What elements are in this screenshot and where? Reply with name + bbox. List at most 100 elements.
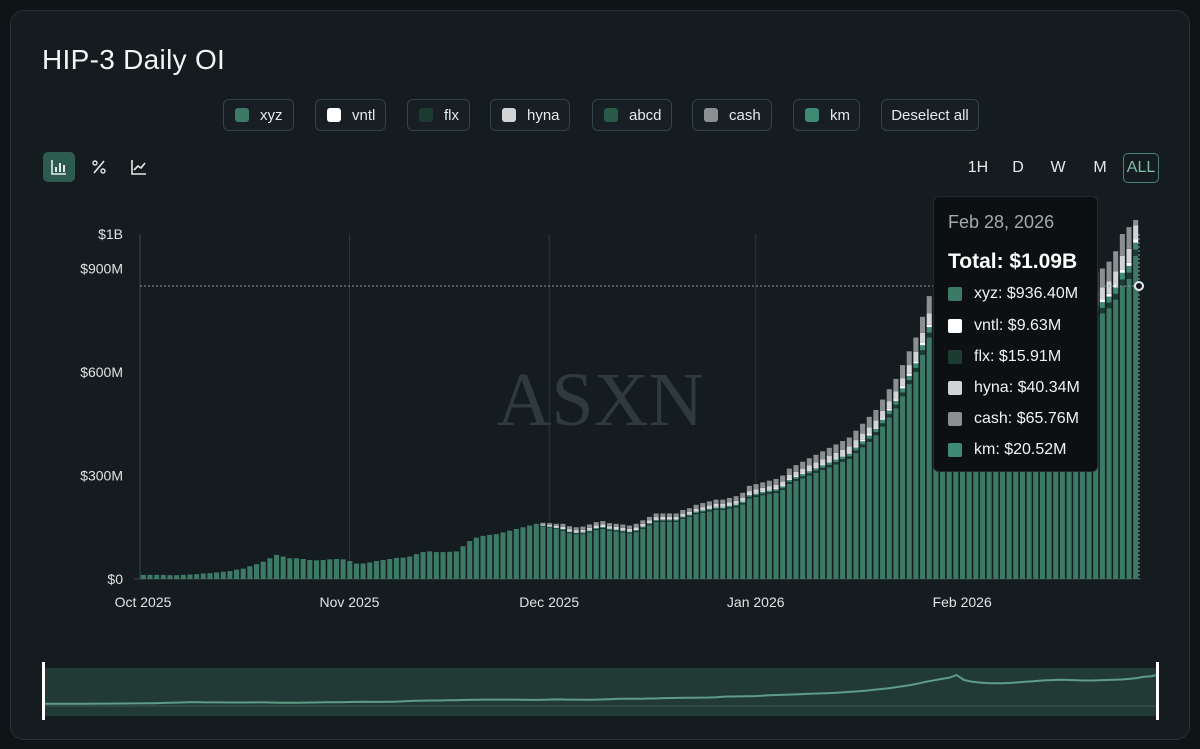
bar-segment-hyna bbox=[700, 507, 706, 510]
bar-segment-xyz bbox=[214, 572, 220, 579]
bar-segment-km bbox=[607, 528, 613, 530]
bar-chart-icon bbox=[51, 160, 66, 175]
legend-toggle-flx[interactable]: flx bbox=[407, 99, 470, 131]
day-bar bbox=[400, 557, 406, 579]
day-bar bbox=[1106, 261, 1112, 579]
bar-segment-hyna bbox=[593, 525, 599, 528]
bar-segment-vntl bbox=[780, 485, 786, 487]
bar-segment-xyz bbox=[626, 533, 633, 579]
bar-segment-xyz bbox=[587, 532, 593, 579]
bar-segment-flx bbox=[573, 533, 579, 535]
deselect-all-button[interactable]: Deselect all bbox=[881, 99, 979, 131]
bar-mode-button[interactable] bbox=[43, 152, 75, 182]
tooltip-swatch bbox=[948, 319, 962, 333]
bar-segment-cash bbox=[926, 296, 932, 314]
bar-segment-hyna bbox=[1106, 281, 1112, 294]
bar-segment-vntl bbox=[547, 525, 553, 527]
day-bar bbox=[154, 574, 160, 579]
day-bar bbox=[407, 556, 413, 579]
bar-segment-cash bbox=[873, 409, 879, 421]
legend-toggle-km[interactable]: km bbox=[793, 99, 860, 131]
day-bar bbox=[793, 465, 799, 579]
legend-toggle-hyna[interactable]: hyna bbox=[490, 99, 570, 131]
day-bar bbox=[313, 560, 320, 579]
bar-segment-xyz bbox=[287, 558, 293, 579]
bar-segment-cash bbox=[673, 513, 679, 517]
bar-segment-km bbox=[706, 508, 712, 511]
bar-segment-flx bbox=[800, 476, 806, 479]
range-all-button[interactable]: ALL bbox=[1123, 153, 1159, 183]
day-bar bbox=[460, 546, 466, 579]
bar-segment-xyz bbox=[373, 561, 379, 579]
percent-mode-button[interactable] bbox=[83, 152, 115, 182]
bar-segment-flx bbox=[906, 380, 912, 385]
bar-segment-xyz bbox=[360, 563, 366, 579]
day-bar bbox=[513, 528, 519, 579]
x-tick-label: Dec 2025 bbox=[519, 594, 579, 610]
bar-segment-km bbox=[880, 419, 886, 424]
tooltip-value: cash: $65.76M bbox=[974, 410, 1079, 427]
bar-segment-flx bbox=[1133, 249, 1139, 256]
bar-segment-cash bbox=[820, 451, 826, 460]
bar-segment-flx bbox=[1099, 307, 1105, 314]
bar-segment-km bbox=[800, 474, 806, 477]
bar-segment-cash bbox=[746, 485, 752, 492]
navigator-right-handle[interactable] bbox=[1156, 662, 1159, 720]
bar-segment-xyz bbox=[160, 574, 166, 579]
bar-segment-hyna bbox=[900, 378, 906, 387]
day-bar bbox=[500, 532, 506, 579]
bar-segment-vntl bbox=[1126, 262, 1132, 266]
bar-segment-km bbox=[573, 532, 579, 534]
bar-segment-km bbox=[673, 519, 679, 521]
bar-segment-vntl bbox=[1113, 284, 1119, 288]
bar-segment-vntl bbox=[846, 452, 852, 454]
range-navigator[interactable] bbox=[42, 662, 1159, 720]
day-bar bbox=[287, 558, 293, 579]
x-tick-label: Nov 2025 bbox=[319, 594, 379, 610]
day-bar bbox=[507, 530, 513, 579]
legend-toggle-abcd[interactable]: abcd bbox=[592, 99, 672, 131]
bar-segment-xyz bbox=[260, 561, 266, 579]
bar-segment-xyz bbox=[307, 560, 313, 579]
bar-segment-vntl bbox=[633, 529, 639, 531]
bar-segment-hyna bbox=[740, 497, 746, 501]
day-bar bbox=[320, 560, 326, 579]
line-mode-button[interactable] bbox=[123, 152, 155, 182]
day-bar bbox=[733, 496, 739, 579]
bar-segment-vntl bbox=[706, 508, 712, 509]
range-d-button[interactable]: D bbox=[1012, 159, 1024, 176]
bar-segment-hyna bbox=[793, 471, 799, 477]
bar-segment-hyna bbox=[733, 500, 739, 504]
watermark: ASXN bbox=[497, 358, 704, 442]
range-w-button[interactable]: W bbox=[1050, 159, 1066, 176]
day-bar bbox=[167, 575, 173, 579]
bar-segment-xyz bbox=[500, 532, 506, 579]
bar-segment-hyna bbox=[580, 529, 586, 532]
bar-segment-km bbox=[700, 510, 706, 512]
legend-toggle-vntl[interactable]: vntl bbox=[315, 99, 386, 131]
day-bar bbox=[806, 458, 812, 579]
bar-segment-vntl bbox=[553, 527, 559, 528]
day-bar bbox=[813, 454, 819, 579]
bar-segment-xyz bbox=[726, 508, 732, 579]
bar-segment-cash bbox=[640, 520, 646, 524]
bar-segment-xyz bbox=[254, 564, 260, 579]
day-bar bbox=[333, 558, 339, 579]
day-bar bbox=[353, 563, 359, 579]
bar-segment-hyna bbox=[600, 524, 606, 527]
range-1h-button[interactable]: 1H bbox=[967, 159, 989, 176]
bar-segment-cash bbox=[607, 523, 613, 527]
navigator-left-handle[interactable] bbox=[42, 662, 45, 720]
range-m-button[interactable]: M bbox=[1093, 159, 1107, 176]
bar-segment-cash bbox=[1106, 261, 1112, 282]
legend-toggle-xyz[interactable]: xyz bbox=[223, 99, 294, 131]
bar-segment-flx bbox=[840, 459, 846, 462]
legend-toggle-cash[interactable]: cash bbox=[692, 99, 772, 131]
bar-segment-flx bbox=[587, 531, 593, 533]
bar-segment-km bbox=[693, 511, 699, 514]
day-bar bbox=[440, 552, 446, 579]
bar-segment-vntl bbox=[833, 458, 839, 460]
bar-segment-xyz bbox=[553, 528, 559, 579]
tooltip-value: km: $20.52M bbox=[974, 441, 1067, 458]
day-bar bbox=[540, 522, 546, 579]
